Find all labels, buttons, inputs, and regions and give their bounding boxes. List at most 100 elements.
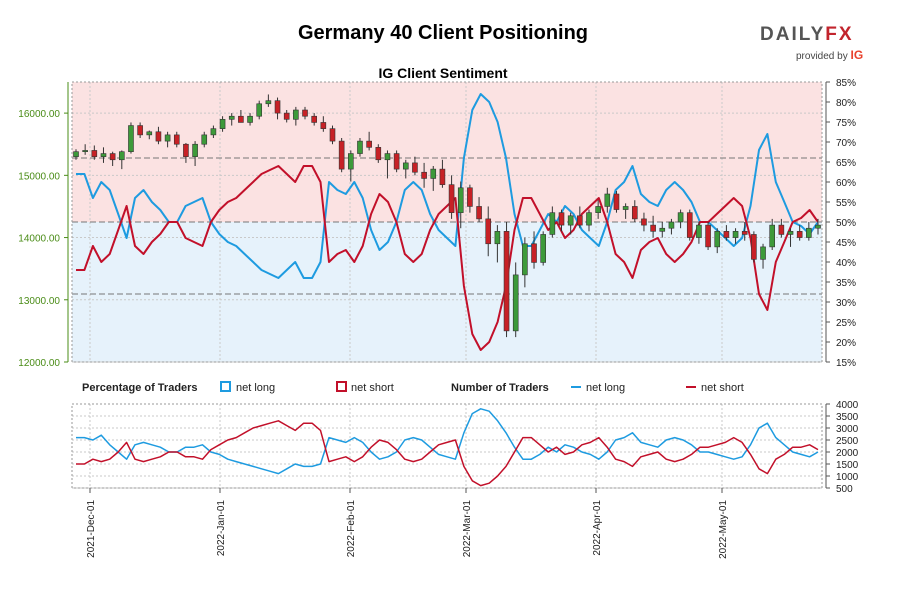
candle-body <box>448 184 455 213</box>
candle-body <box>732 231 739 238</box>
candle-body <box>806 227 812 238</box>
candle-body <box>228 115 235 120</box>
candle-body <box>357 140 363 154</box>
candle-body <box>567 215 574 226</box>
candle-body <box>274 100 281 114</box>
candle-body <box>338 140 345 170</box>
price-tick-label: 15000.00 <box>18 171 60 182</box>
candle-body <box>741 231 748 235</box>
date-axis-ticks: 2021-Dec-01 2022-Jan-01 2022-Feb-01 2022-Ma… <box>86 488 729 559</box>
candle-body <box>595 206 601 213</box>
chart-subtitle: IG Client Sentiment <box>378 65 507 81</box>
candle-body <box>531 243 537 263</box>
pct-tick-label: 75% <box>836 118 856 129</box>
candle-body <box>705 224 711 248</box>
candle-body <box>549 212 556 235</box>
pct-tick-label: 35% <box>836 278 856 289</box>
legend-num-long-label: net long <box>586 382 625 394</box>
net-long-traders-line <box>76 408 819 475</box>
pct-tick-label: 45% <box>836 238 856 249</box>
price-panel: 12000.00 13000.00 14000.00 15000.00 16000.00… <box>18 65 856 369</box>
logo-wordmark: DAILYFX <box>760 24 854 45</box>
candle-body <box>485 218 492 245</box>
legend-pct-short-label: net short <box>351 382 394 394</box>
pct-tick-label: 30% <box>836 298 856 309</box>
candle-body <box>329 128 336 142</box>
candle-body <box>82 150 88 152</box>
candle-body <box>696 224 702 238</box>
date-tick-label: 2022-Jan-01 <box>216 500 227 557</box>
candle-body <box>631 206 638 220</box>
date-tick-label: 2021-Dec-01 <box>86 500 97 558</box>
candle-body <box>247 115 253 123</box>
candle-body <box>91 150 98 157</box>
dailyfx-logo: DAILYFX provided by IG <box>760 24 870 64</box>
candle-body <box>751 234 757 260</box>
candle-body <box>522 243 528 276</box>
pct-tick-label: 80% <box>836 98 856 109</box>
candle-body <box>173 134 180 145</box>
trader-lines <box>76 408 819 487</box>
legend-num-short-label: net short <box>701 382 744 394</box>
candle-body <box>723 231 730 238</box>
candle-body <box>686 212 693 238</box>
legend-percentage-title: Percentage of Traders <box>82 382 198 394</box>
price-candles <box>73 94 821 338</box>
date-tick-label: 2022-Feb-01 <box>346 500 357 558</box>
candle-body <box>119 151 125 161</box>
main-title: Germany 40 Client Positioning <box>297 22 589 44</box>
pct-tick-label: 20% <box>836 338 856 349</box>
candle-body <box>384 153 391 161</box>
traders-tick-label: 3000 <box>836 424 859 435</box>
candle-body <box>796 231 803 238</box>
candle-body <box>467 187 473 207</box>
candle-body <box>622 206 629 210</box>
candle-body <box>137 125 143 136</box>
candle-body <box>668 221 675 229</box>
candle-body <box>393 153 400 170</box>
candle-body <box>476 206 482 220</box>
candle-body <box>714 231 721 248</box>
candle-body <box>164 134 171 142</box>
candle-body <box>641 218 647 226</box>
traders-tick-label: 4000 <box>836 400 859 411</box>
upper-panel-frame <box>71 81 823 363</box>
candle-body <box>283 112 290 120</box>
date-tick-label: 2022-Mar-01 <box>462 500 473 558</box>
candle-body <box>787 231 794 235</box>
candle-body <box>430 168 437 179</box>
legend-pct-long-label: net long <box>236 382 275 394</box>
candle-body <box>73 151 79 157</box>
candle-body <box>192 143 198 157</box>
candle-body <box>293 109 299 120</box>
candle-body <box>265 100 272 105</box>
candle-body <box>320 122 327 129</box>
pct-tick-label: 60% <box>836 178 856 189</box>
candle-body <box>604 193 611 207</box>
sentiment-lines <box>76 93 819 351</box>
candle-body <box>558 212 565 226</box>
candle-body <box>183 143 189 157</box>
net-long-zone <box>72 222 822 362</box>
legend-number-title: Number of Traders <box>451 382 549 394</box>
candle-body <box>311 115 317 123</box>
candle-body <box>219 119 226 129</box>
logo-provided-by: provided by IG <box>796 48 864 62</box>
sentiment-reference-lines <box>72 157 822 295</box>
candle-body <box>540 234 546 263</box>
candle-body <box>402 162 409 170</box>
candle-body <box>238 115 244 123</box>
lower-panel-frame <box>71 403 823 489</box>
traders-tick-label: 2500 <box>836 436 859 447</box>
lower-grid <box>72 403 822 489</box>
candle-body <box>302 109 308 117</box>
legend: Percentage of Traders net long net short… <box>82 381 744 394</box>
candle-body <box>412 162 418 173</box>
candle-body <box>155 131 162 142</box>
traders-tick-label: 2000 <box>836 448 859 459</box>
pct-tick-label: 65% <box>836 158 856 169</box>
candle-body <box>146 131 153 136</box>
legend-pct-short-swatch <box>336 381 347 392</box>
